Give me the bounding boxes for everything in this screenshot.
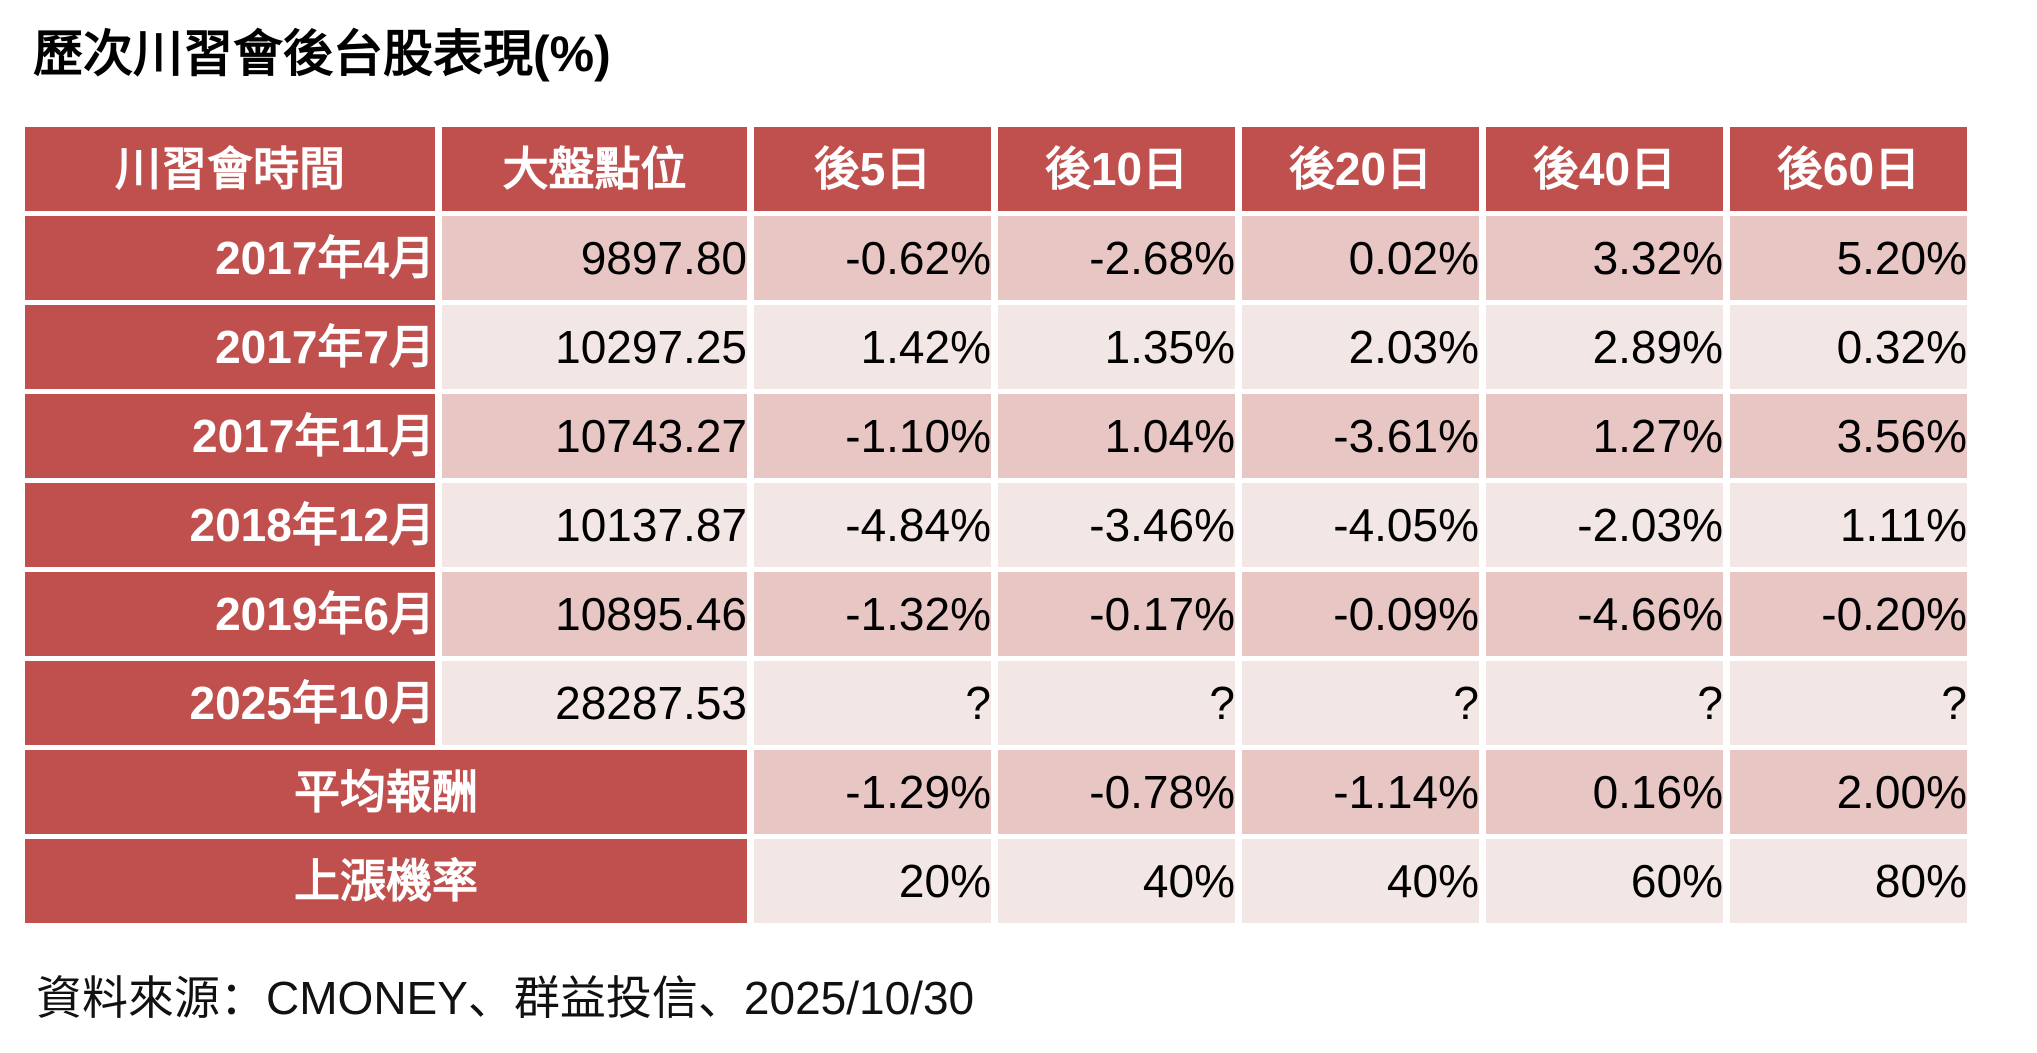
return-cell: -0.09% — [1242, 572, 1479, 656]
summary-cell: 40% — [998, 839, 1235, 923]
summary-cell: 20% — [754, 839, 991, 923]
return-cell: 1.11% — [1730, 483, 1967, 567]
return-cell: -3.46% — [998, 483, 1235, 567]
summary-row-average-return: 平均報酬 -1.29% -0.78% -1.14% 0.16% 2.00% — [25, 750, 1967, 834]
return-cell: -4.84% — [754, 483, 991, 567]
return-cell: ? — [754, 661, 991, 745]
summary-cell: -1.14% — [1242, 750, 1479, 834]
summary-cell: 0.16% — [1486, 750, 1723, 834]
column-header-after-60d: 後60日 — [1730, 127, 1967, 211]
return-cell: -1.32% — [754, 572, 991, 656]
performance-table: 川習會時間 大盤點位 後5日 後10日 後20日 後40日 後60日 2017年… — [18, 122, 1974, 928]
row-label: 2025年10月 — [25, 661, 435, 745]
summary-label: 平均報酬 — [25, 750, 747, 834]
summary-cell: 40% — [1242, 839, 1479, 923]
return-cell: ? — [1242, 661, 1479, 745]
index-level-cell: 10895.46 — [442, 572, 747, 656]
return-cell: 2.89% — [1486, 305, 1723, 389]
return-cell: -0.17% — [998, 572, 1235, 656]
return-cell: -2.68% — [998, 216, 1235, 300]
table-row: 2017年4月 9897.80 -0.62% -2.68% 0.02% 3.32… — [25, 216, 1967, 300]
return-cell: 2.03% — [1242, 305, 1479, 389]
summary-label: 上漲機率 — [25, 839, 747, 923]
row-label: 2017年4月 — [25, 216, 435, 300]
return-cell: 0.02% — [1242, 216, 1479, 300]
index-level-cell: 10743.27 — [442, 394, 747, 478]
summary-cell: 80% — [1730, 839, 1967, 923]
return-cell: ? — [1730, 661, 1967, 745]
return-cell: ? — [998, 661, 1235, 745]
column-header-after-5d: 後5日 — [754, 127, 991, 211]
table-row: 2019年6月 10895.46 -1.32% -0.17% -0.09% -4… — [25, 572, 1967, 656]
table-row: 2025年10月 28287.53 ? ? ? ? ? — [25, 661, 1967, 745]
return-cell: 1.35% — [998, 305, 1235, 389]
return-cell: 5.20% — [1730, 216, 1967, 300]
summary-cell: -1.29% — [754, 750, 991, 834]
return-cell: 1.42% — [754, 305, 991, 389]
index-level-cell: 28287.53 — [442, 661, 747, 745]
return-cell: 3.32% — [1486, 216, 1723, 300]
source-note: 資料來源：CMONEY、群益投信、2025/10/30 — [36, 972, 975, 1024]
index-level-cell: 10297.25 — [442, 305, 747, 389]
return-cell: 0.32% — [1730, 305, 1967, 389]
return-cell: -1.10% — [754, 394, 991, 478]
row-label: 2018年12月 — [25, 483, 435, 567]
column-header-after-10d: 後10日 — [998, 127, 1235, 211]
return-cell: -4.05% — [1242, 483, 1479, 567]
row-label: 2017年11月 — [25, 394, 435, 478]
row-label: 2019年6月 — [25, 572, 435, 656]
column-header-after-20d: 後20日 — [1242, 127, 1479, 211]
column-header-after-40d: 後40日 — [1486, 127, 1723, 211]
return-cell: -0.20% — [1730, 572, 1967, 656]
return-cell: -2.03% — [1486, 483, 1723, 567]
return-cell: 3.56% — [1730, 394, 1967, 478]
table-row: 2017年11月 10743.27 -1.10% 1.04% -3.61% 1.… — [25, 394, 1967, 478]
column-header-index-level: 大盤點位 — [442, 127, 747, 211]
index-level-cell: 9897.80 — [442, 216, 747, 300]
return-cell: -0.62% — [754, 216, 991, 300]
summary-cell: 2.00% — [1730, 750, 1967, 834]
summary-cell: -0.78% — [998, 750, 1235, 834]
return-cell: 1.04% — [998, 394, 1235, 478]
summary-cell: 60% — [1486, 839, 1723, 923]
table-header-row: 川習會時間 大盤點位 後5日 後10日 後20日 後40日 後60日 — [25, 127, 1967, 211]
return-cell: -4.66% — [1486, 572, 1723, 656]
page-title: 歷次川習會後台股表現(%) — [33, 26, 611, 82]
column-header-meeting-time: 川習會時間 — [25, 127, 435, 211]
return-cell: ? — [1486, 661, 1723, 745]
row-label: 2017年7月 — [25, 305, 435, 389]
table-row: 2017年7月 10297.25 1.42% 1.35% 2.03% 2.89%… — [25, 305, 1967, 389]
return-cell: 1.27% — [1486, 394, 1723, 478]
table-row: 2018年12月 10137.87 -4.84% -3.46% -4.05% -… — [25, 483, 1967, 567]
return-cell: -3.61% — [1242, 394, 1479, 478]
summary-row-up-probability: 上漲機率 20% 40% 40% 60% 80% — [25, 839, 1967, 923]
index-level-cell: 10137.87 — [442, 483, 747, 567]
